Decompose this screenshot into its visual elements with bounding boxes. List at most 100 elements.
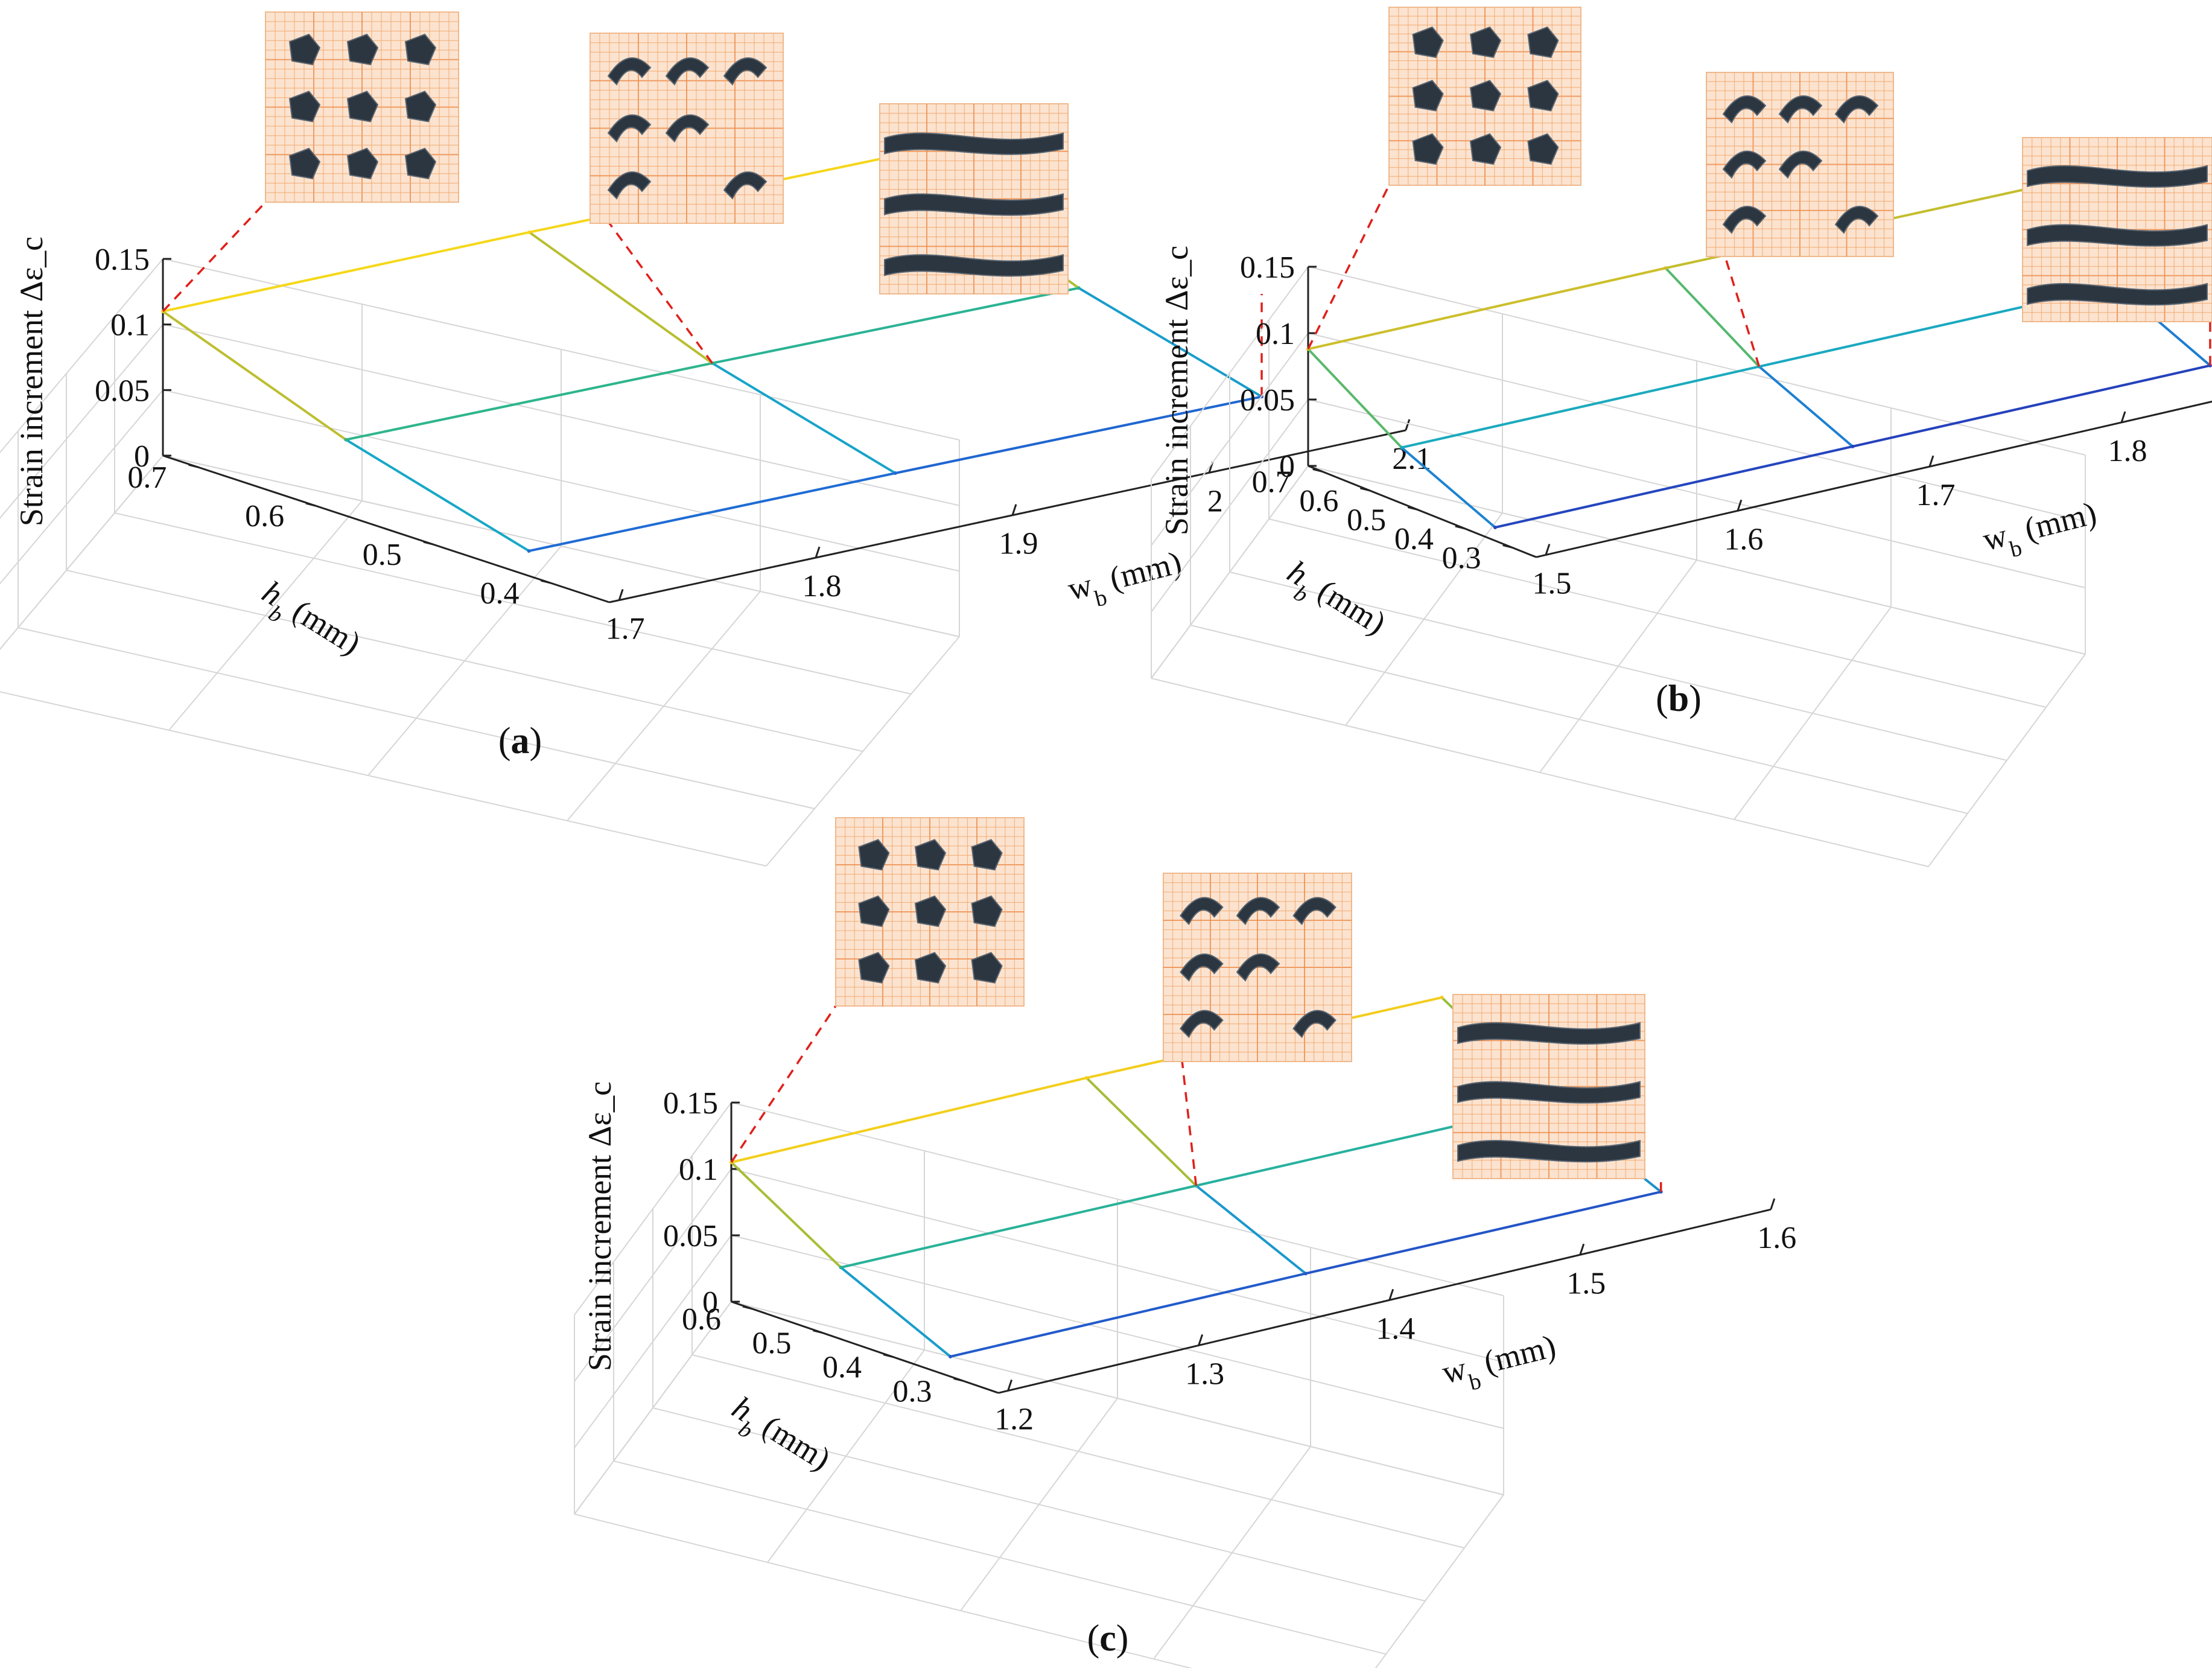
chip-photo-small-fragments: [835, 817, 1025, 1007]
h-axis-line: [162, 454, 610, 603]
data-point: [1851, 444, 1855, 448]
caption-open: (: [1087, 1618, 1100, 1659]
chip-ribbon: [2027, 282, 2208, 306]
caption-letter: b: [1668, 678, 1689, 719]
chip-arc: [1180, 897, 1224, 926]
chip-arc: [1722, 150, 1767, 179]
chip-insets: [730, 817, 1662, 1192]
z-tick-label: 0.05: [95, 374, 150, 408]
mesh-line: [711, 362, 896, 474]
chip-fragment: [858, 952, 890, 984]
w-tick-label: 1.7: [1916, 478, 1955, 512]
data-point: [1303, 1272, 1308, 1276]
z-axis-label: Strain increment Δε_c: [1158, 246, 1195, 535]
gridlines: [574, 1102, 1504, 1668]
h-tick-label: 0.3: [893, 1374, 932, 1409]
chip-photo-long-ribbons: [879, 103, 1069, 294]
chip-fragment: [971, 839, 1003, 871]
mesh-line: [1195, 1185, 1307, 1275]
h-tick-mark: [1455, 525, 1466, 530]
h-tick-label: 0.4: [822, 1351, 862, 1385]
chip-ribbon: [1457, 1081, 1641, 1104]
leader-line: [1724, 256, 1761, 367]
chip-arc: [1180, 953, 1224, 982]
caption-letter: a: [511, 721, 530, 762]
chip-fragment: [1469, 80, 1502, 112]
w-label-unit: (mm): [2013, 495, 2100, 550]
w-label-unit: (mm): [1098, 544, 1185, 599]
floor-gridline: [1268, 518, 2047, 708]
z-tick-label: 0.15: [95, 243, 150, 277]
chip-arc: [1778, 95, 1823, 124]
chip-fragment: [404, 147, 437, 180]
floor-gridline: [613, 1460, 1387, 1655]
data-point: [344, 438, 348, 442]
z-axis: 0 0.05 0.1 0.15 Strain increment Δε_c: [1158, 246, 1317, 535]
mesh-line: [1401, 365, 1759, 449]
chip-arc: [1722, 95, 1767, 124]
mesh-line: [1400, 447, 1496, 529]
chip-fragment: [1527, 80, 1559, 112]
mesh-line: [162, 310, 347, 441]
chip-fragment: [914, 895, 947, 928]
wall-gridline: [162, 455, 960, 637]
mesh-line: [1305, 1190, 1662, 1275]
wall-gridline: [162, 389, 960, 572]
w-axis-label: wb (mm): [1979, 495, 2103, 568]
data-point: [527, 549, 531, 553]
chip-ribbon: [2027, 165, 2208, 188]
chip-fragment: [914, 952, 947, 984]
h-tick-label: 0.5: [1347, 503, 1386, 537]
caption-close: ): [1116, 1618, 1129, 1659]
h-label-unit: (mm): [749, 1404, 837, 1477]
mesh-line: [841, 1184, 1197, 1269]
w-tick-mark: [1388, 1288, 1394, 1300]
h-tick-label: 0.7: [127, 460, 167, 495]
h-tick-mark: [305, 502, 316, 507]
chip-fragment: [404, 91, 437, 123]
w-axis-line: [1536, 400, 2212, 558]
h-tick-mark: [953, 1377, 964, 1382]
chip-fragment: [346, 33, 379, 66]
chip-fragment: [288, 147, 321, 180]
mesh-line: [895, 395, 1262, 474]
chip-arc: [607, 57, 652, 86]
h-tick-label: 0.5: [363, 538, 402, 572]
leader-line: [1181, 1061, 1198, 1186]
chip-arc: [1834, 206, 1879, 234]
chip-photo-small-fragments: [265, 11, 459, 203]
leader-line: [162, 201, 267, 313]
w-tick-label: 1.3: [1185, 1357, 1224, 1391]
chip-fragment: [914, 839, 947, 871]
mesh-line: [529, 472, 896, 552]
panel-c: 0 0.05 0.1 0.15 Strain increment Δε_c 0.6 0.5 0…: [574, 817, 1796, 1668]
caption-open: (: [498, 721, 511, 762]
chip-photo-small-fragments: [1388, 7, 1581, 186]
mesh-line: [840, 1266, 952, 1358]
z-tick-label: 0.1: [110, 308, 150, 343]
chip-photo-arc-chips: [590, 33, 784, 224]
h-tick-mark: [1407, 506, 1418, 511]
data-point: [527, 230, 532, 234]
w-tick-label: 2.1: [1392, 442, 1431, 476]
h-tick-mark: [423, 541, 434, 546]
chip-fragment: [1412, 26, 1444, 59]
chip-arc: [723, 171, 768, 200]
chip-arc: [607, 114, 652, 143]
chip-arc: [1292, 1010, 1336, 1039]
w-tick-mark: [1198, 1334, 1204, 1346]
chip-photo-long-ribbons: [1452, 994, 1645, 1179]
chip-arc: [1834, 95, 1879, 124]
z-tick-label: 0.15: [1240, 250, 1295, 285]
chip-ribbon: [2027, 224, 2208, 247]
chip-fragment: [346, 147, 379, 180]
mesh-line: [731, 1077, 1087, 1163]
mesh-line: [1078, 287, 1263, 398]
h-axis-label: hb (mm): [1276, 553, 1393, 651]
h-tick-label: 0.7: [1252, 465, 1291, 499]
z-axis-label: Strain increment Δε_c: [582, 1081, 618, 1371]
chip-arc: [1292, 897, 1336, 926]
floor-gridline: [17, 627, 815, 809]
w-tick-label: 1.9: [999, 527, 1038, 561]
